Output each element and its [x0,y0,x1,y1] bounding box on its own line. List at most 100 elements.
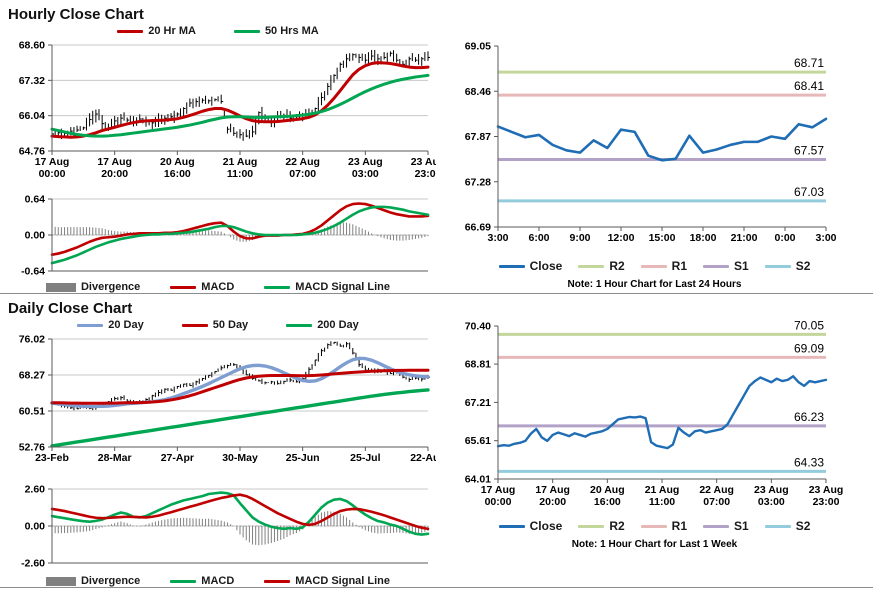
legend-item-r1: R1 [640,259,687,273]
legend-item-20-hr-ma: 20 Hr MA [117,25,196,37]
svg-text:20:00: 20:00 [539,496,566,508]
svg-text:65.61: 65.61 [464,435,490,447]
daily-note: Note: 1 Hour Chart for Last 1 Week [571,539,738,550]
svg-text:67.28: 67.28 [464,176,490,188]
legend-item-r1: R1 [640,519,687,533]
svg-text:22-Aug: 22-Aug [410,452,436,464]
legend-label: S2 [795,519,811,533]
daily-price-chart: 52.76 60.51 68.27 76.02 23-Feb 28-Mar 27-Apr 30… [19,334,436,465]
svg-text:68.60: 68.60 [19,40,45,52]
svg-text:68.41: 68.41 [793,79,823,93]
svg-text:21:00: 21:00 [730,232,757,244]
legend-item-close: Close [498,519,563,533]
svg-text:0.00: 0.00 [25,521,46,533]
svg-text:9:00: 9:00 [569,232,590,244]
legend-item-50-day: 50 Day [181,319,248,331]
legend-item-close: Close [498,259,562,273]
legend-item-20-day: 20 Day [77,319,144,331]
legend-swatch [45,576,76,586]
svg-text:68.46: 68.46 [464,86,490,98]
svg-text:76.02: 76.02 [19,334,45,346]
legend-swatch [764,524,791,528]
legend-label: R2 [609,259,625,273]
legend-swatch [286,323,313,327]
legend-label: R1 [671,519,687,533]
svg-text:03:00: 03:00 [352,168,379,180]
legend-swatch [264,285,291,289]
svg-text:-0.64: -0.64 [21,266,45,278]
svg-text:69.09: 69.09 [793,341,823,355]
legend-item-s2: S2 [764,519,811,533]
svg-text:0.64: 0.64 [25,194,46,206]
svg-text:23-Feb: 23-Feb [35,452,69,464]
svg-text:11:00: 11:00 [648,496,674,508]
legend-swatch [181,323,208,327]
svg-text:67.57: 67.57 [793,144,823,158]
legend-label: 20 Hr MA [148,25,196,37]
legend-swatch [578,524,605,528]
daily-macd-legend: Divergence MACD MACD Signal Line [0,575,436,587]
legend-swatch [640,264,667,268]
legend-swatch [578,264,605,268]
svg-text:64.01: 64.01 [464,474,490,486]
svg-text:68.27: 68.27 [19,369,45,381]
legend-label: MACD [201,575,235,587]
svg-text:22 Aug: 22 Aug [285,156,320,168]
bottom-divider [0,587,873,588]
svg-text:27-Apr: 27-Apr [161,452,194,464]
legend-item-macd-signal-line: MACD Signal Line [264,575,390,587]
legend-swatch [498,524,525,528]
daily-ma-legend: 20 Day 50 Day 200 Day [0,319,436,331]
svg-text:20:00: 20:00 [101,168,128,180]
hourly-macd-chart: -0.64 0.00 0.64 [21,194,430,278]
svg-text:23 Aug: 23 Aug [411,156,436,168]
legend-label: R2 [609,519,625,533]
svg-text:64.76: 64.76 [19,146,45,158]
svg-text:23:00: 23:00 [415,168,436,180]
legend-item-macd-signal-line: MACD Signal Line [264,281,390,293]
svg-text:23:00: 23:00 [812,496,839,508]
legend-label: 200 Day [317,319,359,331]
svg-text:17 Aug: 17 Aug [480,484,515,496]
legend-item-200-day: 200 Day [286,319,359,331]
legend-item-divergence: Divergence [45,575,140,587]
svg-text:18:00: 18:00 [689,232,716,244]
svg-text:68.71: 68.71 [793,56,823,70]
legend-label: R1 [671,259,687,273]
hourly-ma-legend: 20 Hr MA 50 Hrs MA [0,25,436,37]
legend-label: 50 Hrs MA [264,25,319,37]
svg-text:20 Aug: 20 Aug [590,484,625,496]
legend-label: Close [529,519,563,533]
daily-right-column: 64.01 65.61 67.21 68.81 70.40 17 Aug 00:00 17 A… [436,294,873,587]
svg-text:12:00: 12:00 [607,232,634,244]
svg-text:28-Mar: 28-Mar [98,452,132,464]
svg-text:67.87: 67.87 [464,131,490,143]
daily-section: Daily Close Chart 20 Day 50 Day 200 Day 52… [0,294,873,587]
svg-text:0:00: 0:00 [774,232,795,244]
svg-text:25-Jun: 25-Jun [286,452,320,464]
daily-left-column: Daily Close Chart 20 Day 50 Day 200 Day 52… [0,294,436,587]
legend-swatch [264,579,291,583]
svg-text:23 Aug: 23 Aug [348,156,383,168]
section-divider [0,293,873,294]
legend-label: MACD Signal Line [295,575,391,587]
svg-text:15:00: 15:00 [648,232,675,244]
svg-text:16:00: 16:00 [164,168,191,180]
legend-item-s1: S1 [703,259,749,273]
svg-text:23 Aug: 23 Aug [754,484,789,496]
legend-label: MACD Signal Line [295,281,391,293]
svg-text:2.60: 2.60 [25,484,46,496]
legend-swatch [170,579,197,583]
svg-text:70.40: 70.40 [464,321,490,333]
svg-text:3:00: 3:00 [815,232,836,244]
svg-text:66.04: 66.04 [19,110,45,122]
legend-swatch [703,524,729,528]
svg-text:16:00: 16:00 [593,496,620,508]
svg-text:66.23: 66.23 [793,410,823,424]
daily-section-title: Daily Close Chart [8,300,133,317]
svg-text:66.69: 66.69 [464,222,490,234]
hourly-macd-legend: Divergence MACD MACD Signal Line [0,281,436,293]
daily-macd-chart: -2.60 0.00 2.60 [21,484,430,570]
hourly-right-column: 66.69 67.28 67.87 68.46 69.05 3:00 6:00 9:00 12:… [436,0,873,293]
svg-text:64.33: 64.33 [793,455,823,469]
